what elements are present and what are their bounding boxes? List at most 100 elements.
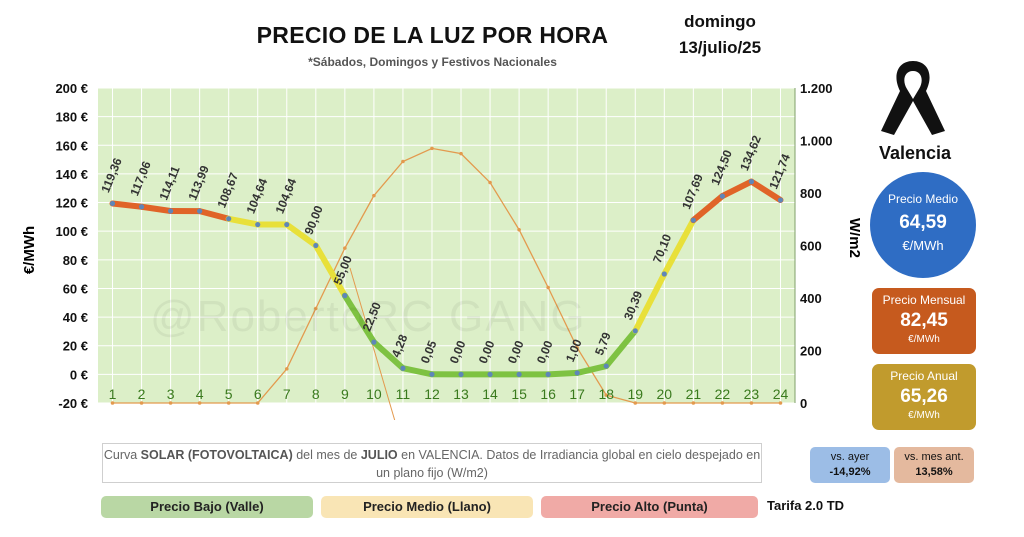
solar-point [633,401,638,405]
solar-point [546,285,550,290]
y2-axis-label: W/m2 [846,218,860,258]
price-point [168,208,174,214]
solar-point [197,401,202,405]
price-segment [109,200,145,210]
vs-ayer-label: vs. ayer [830,451,870,463]
solar-point [343,246,347,250]
price-point [284,221,290,228]
precio-mensual-label: Precio Mensual [882,293,966,307]
price-point [109,200,116,207]
solar-point [459,151,463,156]
price-point [545,371,551,377]
precio-medio-value: 64,59 [899,212,947,233]
note-text-1: Curva [103,448,141,462]
x-tick-label: 21 [686,386,702,402]
x-tick-label: 5 [225,386,233,402]
precio-anual-badge: Precio Anual 65,26 €/MWh [872,364,976,430]
solar-point [575,346,579,350]
precio-mensual-badge: Precio Mensual 82,45 €/MWh [872,288,976,354]
y-tick-label: 60 € [63,281,88,296]
price-segment [603,327,639,370]
x-tick-label: 3 [167,386,175,402]
x-tick-label: 9 [341,386,349,402]
price-point [226,216,232,222]
x-tick-label: 1 [109,386,117,402]
price-point [458,371,464,377]
y-tick-label: 100 € [55,224,88,239]
price-segment [283,221,319,249]
precio-anual-label: Precio Anual [890,369,958,383]
vs-mes-badge: vs. mes ant. 13,58% [894,447,974,483]
precio-anual-unit: €/MWh [908,410,940,421]
y-axis-label: €/MWh [21,226,38,274]
solar-point [517,227,521,232]
legend-valle: Precio Bajo (Valle) [101,496,313,518]
solar-series [110,146,783,420]
price-segment [690,193,726,224]
vs-mes-label: vs. mes ant. [904,451,964,463]
note-bold-1: SOLAR (FOTOVOLTAICA) [140,448,293,462]
legend-llano: Precio Medio (Llano) [321,496,533,518]
y-tick-label: 80 € [63,253,88,268]
price-segment [138,203,174,214]
x-tick-label: 24 [773,386,789,402]
date-weekday: domingo [684,12,756,31]
price-point [632,328,638,334]
price-segment [719,178,755,200]
x-tick-label: 12 [424,386,440,402]
solar-note: Curva SOLAR (FOTOVOLTAICA) del mes de JU… [102,443,762,483]
tarifa-label: Tarifa 2.0 TD [767,498,845,513]
price-point [371,339,377,345]
x-tick-label: 13 [453,386,469,402]
price-point [487,371,493,377]
price-point [719,193,725,199]
solar-point [372,193,376,198]
price-point [748,179,755,185]
x-tick-label: 17 [569,386,585,402]
note-text-3: en VALENCIA. Datos de Irradiancia global… [376,448,761,480]
price-chart: 119,36 117,06 114,11 113,99 108,67 104,64 104,… [21,81,860,420]
price-point [255,221,261,228]
x-tick-label: 15 [511,386,527,402]
solar-point [314,306,318,311]
price-point [138,204,145,210]
precio-mensual-value: 82,45 [900,310,948,331]
price-point [603,363,609,369]
x-tick-label: 11 [396,386,411,402]
price-segment [225,215,261,228]
price-segment [341,292,377,346]
date-full: 13/julio/25 [678,38,762,57]
y-tick-label: 180 € [55,110,88,125]
solar-point [720,401,725,405]
vs-ayer-value: -14,92% [829,466,871,478]
y-tick-label: 20 € [63,339,88,354]
price-segment [661,217,697,277]
precio-mensual-unit: €/MWh [908,334,940,345]
solar-point [488,180,492,185]
y2-tick-label: 800 [800,186,822,201]
solar-point [284,367,289,371]
vs-mes-value: 13,58% [915,466,953,478]
y-tick-label: 120 € [55,196,88,211]
y-tick-label: 40 € [63,310,88,325]
y2-tick-label: 1.000 [800,134,833,149]
price-segment [370,339,406,372]
note-connector [349,267,396,420]
y2-tick-label: 0 [800,396,807,411]
y-tick-label: 0 € [70,367,88,382]
x-tick-label: 16 [540,386,556,402]
solar-point [604,393,609,397]
solar-point [255,401,260,405]
solar-point [226,401,231,405]
note-text-2: del mes de [292,448,361,462]
solar-point [430,146,434,151]
x-tick-label: 22 [715,386,731,402]
price-segment [574,363,610,376]
price-point [400,365,406,371]
price-segment [399,365,435,378]
solar-point [110,401,115,405]
price-segment [748,178,784,204]
x-tick-label: 18 [598,386,614,402]
price-point [342,293,348,299]
x-tick-label: 6 [254,386,262,402]
